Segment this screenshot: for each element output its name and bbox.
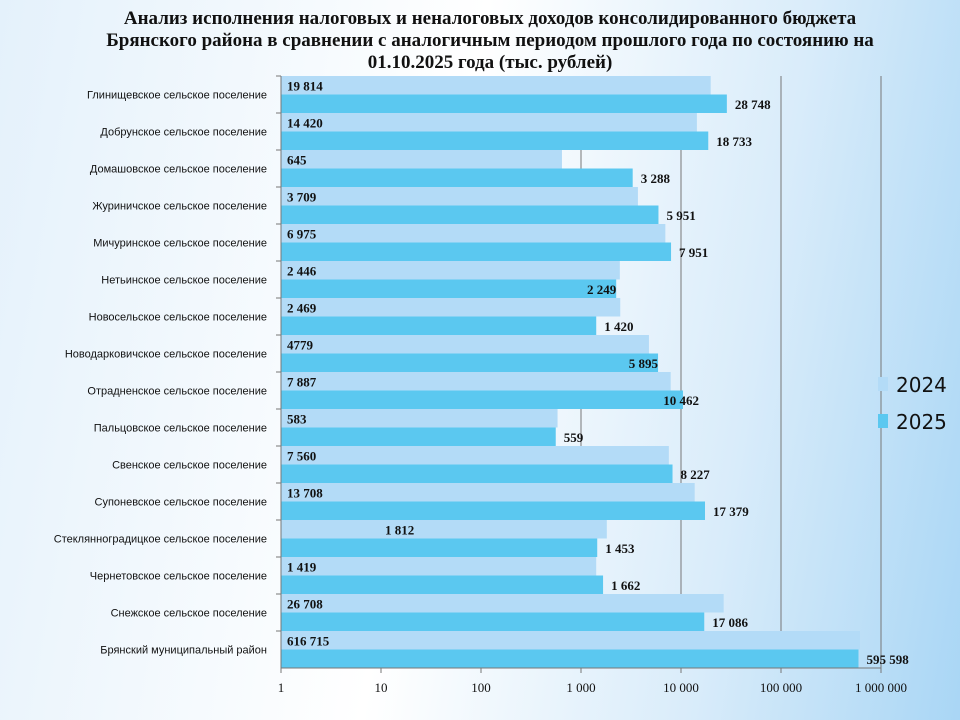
category-label: Новодарковичское сельское поселение <box>65 349 267 361</box>
data-label-2024: 2 446 <box>287 264 317 279</box>
bar-2024 <box>281 224 666 243</box>
category-label: Домашовское сельское поселение <box>90 164 267 176</box>
x-tick-label: 1 000 000 <box>855 680 907 695</box>
bar-2024 <box>281 631 861 650</box>
data-label-2025: 559 <box>564 430 584 445</box>
data-label-2025: 2 249 <box>587 282 617 297</box>
data-label-2025: 5 895 <box>629 356 659 371</box>
bar-2025 <box>281 427 556 446</box>
category-label: Нетьинское сельское поселение <box>101 275 267 287</box>
data-label-2025: 18 733 <box>716 134 752 149</box>
data-label-2025: 1 420 <box>604 319 633 334</box>
category-label: Отрадненское сельское поселение <box>87 386 267 398</box>
data-label-2025: 3 288 <box>641 171 671 186</box>
category-label: Добрунское сельское поселение <box>100 127 267 139</box>
data-label-2024: 7 560 <box>287 449 316 464</box>
data-label-2025: 17 379 <box>713 504 749 519</box>
bar-2025 <box>281 390 683 409</box>
data-label-2024: 19 814 <box>287 79 323 94</box>
legend-swatch-2024 <box>878 377 888 391</box>
bar-2025 <box>281 353 659 372</box>
data-label-2024: 583 <box>287 412 307 427</box>
data-label-2024: 4779 <box>287 338 314 353</box>
bar-2024 <box>281 594 724 613</box>
x-tick-label: 100 <box>471 680 491 695</box>
bar-2024 <box>281 520 607 539</box>
bar-2025 <box>281 575 604 594</box>
data-label-2024: 2 469 <box>287 301 317 316</box>
data-label-2024: 7 887 <box>287 375 317 390</box>
bar-2025 <box>281 464 673 483</box>
data-label-2025: 1 453 <box>605 541 635 556</box>
data-label-2025: 595 598 <box>866 652 909 667</box>
bar-2025 <box>281 168 633 187</box>
legend-label-2025: 2025 <box>896 410 947 434</box>
category-label: Журиничское сельское поселение <box>92 201 267 213</box>
x-tick-label: 10 000 <box>663 680 699 695</box>
x-tick-label: 1 000 <box>566 680 595 695</box>
legend-swatch-2025 <box>878 414 888 428</box>
data-label-2025: 17 086 <box>712 615 748 630</box>
x-tick-label: 1 <box>278 680 285 695</box>
data-label-2024: 14 420 <box>287 116 323 131</box>
category-label: Свенское сельское поселение <box>112 460 267 472</box>
category-label: Брянский муниципальный район <box>100 645 267 657</box>
category-label: Мичуринское сельское поселение <box>93 238 267 250</box>
bar-2024 <box>281 409 558 428</box>
bar-2024 <box>281 113 697 132</box>
bar-2024 <box>281 298 621 317</box>
bar-2024 <box>281 446 669 465</box>
bar-2024 <box>281 261 620 280</box>
bar-2024 <box>281 187 638 206</box>
bar-2024 <box>281 483 695 502</box>
bar-2025 <box>281 649 859 668</box>
bar-2025 <box>281 205 659 224</box>
bar-2025 <box>281 538 598 557</box>
bar-2024 <box>281 150 562 169</box>
x-tick-label: 100 000 <box>760 680 802 695</box>
bar-2025 <box>281 501 706 520</box>
bar-2025 <box>281 279 617 298</box>
data-label-2024: 13 708 <box>287 486 323 501</box>
category-label: Пальцовское сельское поселение <box>94 423 267 435</box>
x-tick-label: 10 <box>375 680 388 695</box>
bar-2024 <box>281 557 597 576</box>
data-label-2025: 10 462 <box>663 393 699 408</box>
bar-2024 <box>281 372 671 391</box>
data-label-2024: 1 419 <box>287 560 317 575</box>
bar-2025 <box>281 131 709 150</box>
data-label-2025: 8 227 <box>681 467 711 482</box>
chart-title: Анализ исполнения налоговых и неналоговы… <box>106 8 874 73</box>
category-label: Снежское сельское поселение <box>111 608 267 620</box>
bar-2025 <box>281 612 705 631</box>
data-label-2024: 616 715 <box>287 634 330 649</box>
data-label-2024: 645 <box>287 153 307 168</box>
data-label-2025: 7 951 <box>679 245 708 260</box>
bar-2025 <box>281 242 672 261</box>
legend-label-2024: 2024 <box>896 373 947 397</box>
category-label: Супоневское сельское поселение <box>95 497 268 509</box>
bar-2025 <box>281 316 597 335</box>
data-label-2024: 1 812 <box>385 523 414 538</box>
data-label-2024: 26 708 <box>287 597 323 612</box>
data-label-2025: 1 662 <box>611 578 640 593</box>
bar-2024 <box>281 76 711 95</box>
category-label: Новосельское сельское поселение <box>89 312 267 324</box>
data-label-2024: 6 975 <box>287 227 317 242</box>
category-label: Чернетовское сельское поселение <box>90 571 267 583</box>
bar-2025 <box>281 94 727 113</box>
category-label: Стеклянноградицкое сельское поселение <box>54 534 267 546</box>
bar-2024 <box>281 335 649 354</box>
data-label-2024: 3 709 <box>287 190 317 205</box>
data-label-2025: 5 951 <box>666 208 695 223</box>
category-label: Глинищевское сельское поселение <box>87 90 267 102</box>
data-label-2025: 28 748 <box>735 97 771 112</box>
